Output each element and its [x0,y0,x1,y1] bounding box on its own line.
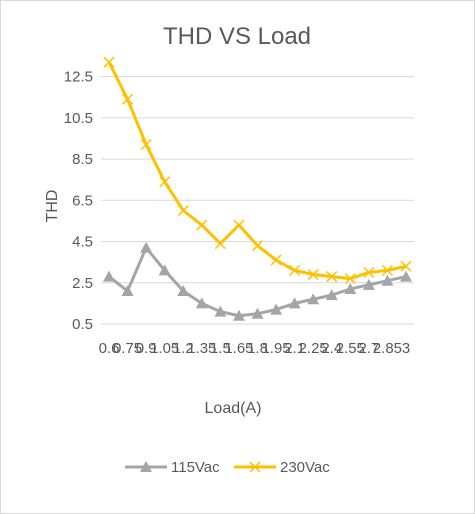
gridlines [101,76,414,284]
x-axis-ticks: 0.60.750.91.051.21.351.51.651.81.952.12.… [99,340,411,357]
y-axis-title: THD [44,190,61,223]
x-tick-label: 2.25 [299,340,328,357]
data-point [270,254,282,266]
x-tick-label: 1.2 [173,340,194,357]
data-point [307,293,320,305]
data-point [251,307,264,319]
data-point [270,303,283,315]
x-tick-label: 1.95 [261,340,290,357]
data-point [214,305,227,317]
x-tick-label: 1.05 [150,340,179,357]
data-point [344,273,356,285]
y-tick-label: 4.5 [72,234,93,251]
data-point [381,274,394,286]
data-point [233,219,245,231]
data-point [195,297,208,309]
data-point [288,297,301,309]
y-tick-label: 10.5 [64,110,93,127]
data-point [177,205,189,217]
x-tick-label: 2.85 [373,340,402,357]
data-point [121,285,134,297]
data-point [289,264,301,276]
data-point [196,219,208,231]
y-tick-label: 12.5 [64,69,93,86]
y-tick-label: 8.5 [72,151,93,168]
x-tick-label: 0.9 [136,340,157,357]
data-point [381,264,393,276]
x-tick-label: 0.6 [99,340,120,357]
data-point [363,266,375,278]
data-point [232,309,245,321]
y-axis-ticks: 0.5 2.5 4.5 6.5 8.5 10.5 12.5 [64,69,93,333]
data-point [344,282,357,294]
data-point [177,285,190,297]
data-point [326,271,338,283]
chart-title: THD VS Load [163,23,311,50]
x-tick-label: 1.35 [187,340,216,357]
x-tick-label: 2.55 [336,340,365,357]
data-point [251,240,264,252]
legend-label: 230Vac [280,459,330,476]
x-tick-label: 2.4 [321,340,342,357]
data-point [325,289,338,301]
data-point [103,56,115,68]
y-tick-label: 6.5 [72,192,93,209]
x-tick-label: 2.7 [358,340,379,357]
data-point [122,93,134,105]
y-tick-label: 0.5 [72,316,93,333]
data-point [159,176,171,188]
data-point [400,270,412,282]
series-group [103,56,412,321]
legend-marker [249,461,261,473]
data-point [362,278,375,290]
x-tick-label: 1.65 [224,340,253,357]
legend: 115Vac 230Vac [125,459,330,476]
legend-label: 115Vac [171,459,220,476]
data-point [214,238,226,250]
x-tick-label: 1.5 [210,340,231,357]
x-tick-label: 2.1 [284,340,305,357]
data-point [140,241,153,253]
data-point [140,139,152,151]
x-tick-label: 1.8 [247,340,268,357]
data-point [307,268,319,281]
x-tick-label: 3 [402,340,410,357]
data-point [103,270,115,282]
legend-marker [140,461,152,472]
x-axis-title: Load(A) [205,400,262,417]
series-line-115Vac [108,246,407,318]
x-tick-label: 0.75 [113,340,142,357]
data-point [400,260,412,272]
data-point [158,264,171,276]
y-tick-label: 2.5 [72,275,93,292]
